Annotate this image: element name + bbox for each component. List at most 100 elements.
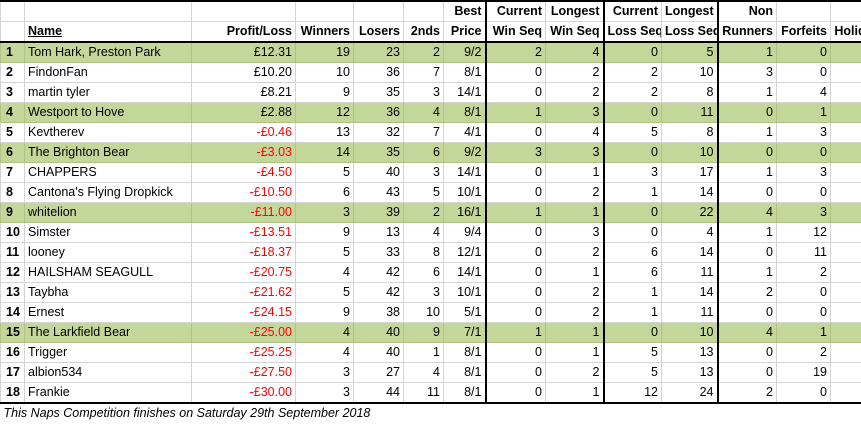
current-win-seq-cell: 1: [484, 322, 546, 343]
losers-cell: 39: [353, 202, 404, 223]
best-price-cell: 16/1: [443, 202, 486, 223]
best-price-cell: 7/1: [443, 322, 486, 343]
best-price-cell: 8/1: [443, 62, 486, 83]
non-runners-cell: 4: [716, 202, 777, 223]
seconds-cell: 11: [403, 382, 444, 404]
losers-cell: 33: [353, 242, 404, 263]
current-loss-seq-cell: 0: [602, 41, 662, 63]
longest-win-seq-cell: 1: [545, 202, 604, 223]
forfeits-cell: 2: [776, 262, 831, 283]
current-loss-seq-cell: 1: [602, 182, 662, 203]
non-runners-cell: 1: [716, 41, 777, 63]
header-non-runners: Runners: [716, 21, 777, 43]
non-runners-cell: 0: [716, 342, 777, 363]
current-loss-seq-cell: 5: [602, 122, 662, 143]
longest-loss-seq-cell: 10: [661, 322, 718, 343]
longest-loss-seq-cell: 13: [661, 362, 718, 383]
holiday-cell: 0: [830, 182, 861, 203]
longest-loss-seq-cell: 14: [661, 242, 718, 263]
longest-loss-seq-cell: 5: [661, 41, 718, 63]
losers-cell: 42: [353, 282, 404, 303]
forfeits-cell: 0: [776, 282, 831, 303]
header-current-loss-seq: Loss Seq: [602, 21, 662, 43]
name-cell: whitelion: [24, 202, 192, 223]
best-price-cell: 8/1: [443, 342, 486, 363]
losers-cell: 40: [353, 342, 404, 363]
longest-loss-seq-cell: 14: [661, 182, 718, 203]
longest-win-seq-cell: 1: [545, 262, 604, 283]
profit-loss-cell: £10.20: [191, 62, 296, 83]
best-price-cell: 9/2: [443, 41, 486, 63]
longest-loss-seq-cell: 4: [661, 222, 718, 243]
winners-cell: 5: [295, 162, 354, 183]
winners-cell: 9: [295, 222, 354, 243]
best-price-cell: 10/1: [443, 282, 486, 303]
non-runners-cell: 1: [716, 122, 777, 143]
current-win-seq-cell: 3: [484, 142, 546, 163]
longest-loss-seq-cell: 24: [661, 382, 718, 404]
name-cell: The Brighton Bear: [24, 142, 192, 163]
table-row: 12 HAILSHAM SEAGULL -£20.75 4 42 6 14/1 0 1 6 11 1 2…: [0, 262, 861, 283]
longest-loss-seq-cell: 11: [661, 262, 718, 283]
name-cell: CHAPPERS: [24, 162, 192, 183]
header-longest-loss: Longest: [661, 0, 718, 22]
seconds-cell: 3: [403, 162, 444, 183]
header-profit: Profit/Loss: [191, 21, 296, 43]
holiday-cell: 0: [830, 322, 861, 343]
holiday-cell: 0: [830, 122, 861, 143]
winners-cell: 5: [295, 282, 354, 303]
winners-cell: 4: [295, 262, 354, 283]
holiday-cell: 0: [830, 142, 861, 163]
non-runners-cell: 2: [716, 382, 777, 404]
winners-cell: 4: [295, 342, 354, 363]
losers-cell: 35: [353, 82, 404, 103]
seconds-cell: 4: [403, 222, 444, 243]
losers-cell: 32: [353, 122, 404, 143]
seconds-cell: 4: [403, 362, 444, 383]
best-price-cell: 9/4: [443, 222, 486, 243]
rank-cell: 4: [0, 102, 25, 123]
losers-cell: 40: [353, 322, 404, 343]
rank-cell: 15: [0, 322, 25, 343]
longest-win-seq-cell: 2: [545, 182, 604, 203]
winners-cell: 12: [295, 102, 354, 123]
name-cell: Cantona's Flying Dropkick: [24, 182, 192, 203]
winners-cell: 19: [295, 41, 354, 63]
holiday-cell: 0: [830, 202, 861, 223]
forfeits-cell: 19: [776, 362, 831, 383]
longest-loss-seq-cell: 8: [661, 122, 718, 143]
best-price-cell: 14/1: [443, 82, 486, 103]
current-loss-seq-cell: 12: [602, 382, 662, 404]
losers-cell: 23: [353, 41, 404, 63]
seconds-cell: 7: [403, 122, 444, 143]
non-runners-cell: 1: [716, 222, 777, 243]
forfeits-cell: 0: [776, 62, 831, 83]
current-win-seq-cell: 0: [484, 162, 546, 183]
best-price-cell: 10/1: [443, 182, 486, 203]
forfeits-cell: 0: [776, 382, 831, 404]
best-price-cell: 12/1: [443, 242, 486, 263]
forfeits-cell: 0: [776, 182, 831, 203]
current-win-seq-cell: 0: [484, 282, 546, 303]
best-price-cell: 14/1: [443, 262, 486, 283]
holiday-cell: 0: [830, 362, 861, 383]
forfeits-cell: 3: [776, 122, 831, 143]
rank-cell: 6: [0, 142, 25, 163]
non-runners-cell: 0: [716, 182, 777, 203]
longest-win-seq-cell: 1: [545, 322, 604, 343]
forfeits-cell: 12: [776, 222, 831, 243]
longest-win-seq-cell: 2: [545, 62, 604, 83]
footer-row: This Naps Competition finishes on Saturd…: [0, 402, 861, 423]
name-cell: HAILSHAM SEAGULL: [24, 262, 192, 283]
current-loss-seq-cell: 6: [602, 242, 662, 263]
header-current-loss: Current: [602, 0, 662, 22]
non-runners-cell: 0: [716, 362, 777, 383]
profit-loss-cell: -£21.62: [191, 282, 296, 303]
current-loss-seq-cell: 2: [602, 62, 662, 83]
longest-loss-seq-cell: 10: [661, 62, 718, 83]
header-best: Best: [443, 0, 486, 22]
